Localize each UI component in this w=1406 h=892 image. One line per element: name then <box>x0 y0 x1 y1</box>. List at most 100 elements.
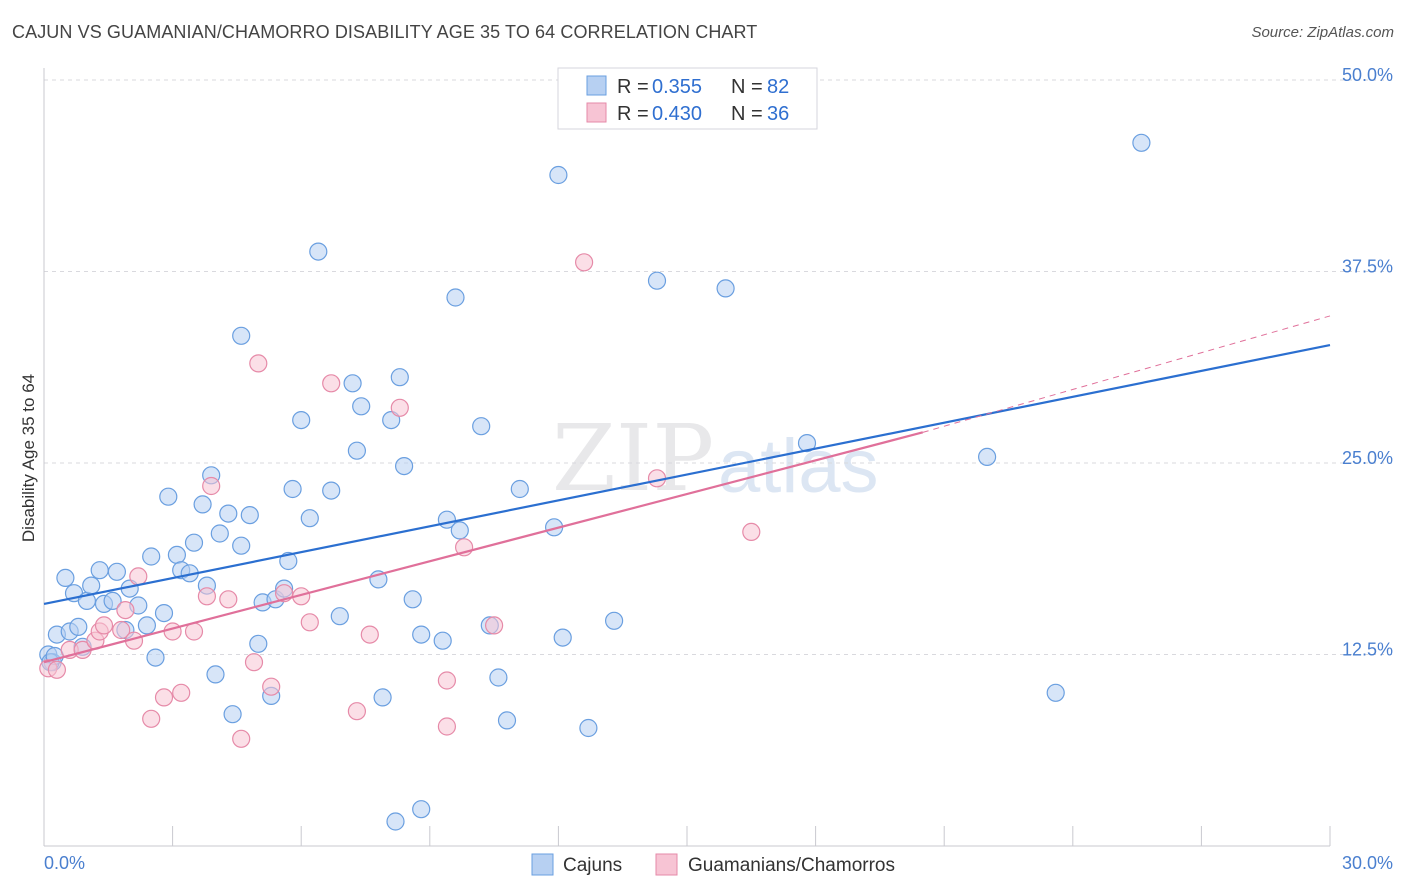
data-point <box>112 620 131 640</box>
data-point <box>240 505 259 525</box>
data-point <box>154 688 174 707</box>
data-point <box>94 616 114 635</box>
data-point <box>797 434 817 453</box>
data-point <box>395 457 414 476</box>
data-point <box>193 495 212 514</box>
y-axis-label: Disability Age 35 to 64 <box>19 374 38 542</box>
data-point <box>283 479 302 499</box>
data-point <box>219 590 238 609</box>
data-point <box>485 616 504 635</box>
series-cajuns <box>39 133 1151 831</box>
data-point <box>262 677 281 696</box>
legend-n-label-guamanians: N = <box>731 103 763 125</box>
data-point <box>249 634 268 653</box>
data-point <box>244 653 264 672</box>
data-point <box>163 622 182 641</box>
data-point <box>446 288 465 307</box>
data-point <box>977 447 997 466</box>
bottom-legend: Cajuns Guamanians/Chamorros <box>531 853 895 876</box>
legend-n-value-guamanians: 36 <box>767 103 789 125</box>
data-point <box>579 718 598 738</box>
data-point <box>412 625 431 644</box>
data-point <box>489 668 508 687</box>
data-point <box>373 688 392 707</box>
data-point <box>382 411 401 430</box>
data-point <box>322 374 341 393</box>
source-note: Source: ZipAtlas.com <box>1251 24 1394 41</box>
watermark-atlas: atlas <box>718 424 879 509</box>
data-point <box>300 613 319 632</box>
data-point <box>343 374 362 393</box>
data-point <box>47 660 67 679</box>
y-tick-label: 12.5% <box>1342 640 1393 660</box>
data-point <box>433 631 452 650</box>
data-point <box>360 625 379 644</box>
y-tick-label: 50.0% <box>1342 65 1393 85</box>
data-point <box>279 551 298 571</box>
data-point <box>553 628 572 647</box>
top-legend: R = 0.355 N = 82 R = 0.430 N = 36 <box>557 67 818 130</box>
data-point <box>167 545 186 565</box>
data-point <box>300 509 319 528</box>
bottom-legend-swatch-guamanians <box>655 853 678 876</box>
data-point <box>322 481 341 500</box>
data-point <box>472 417 491 436</box>
data-point <box>403 590 422 609</box>
legend-swatch-guamanians <box>586 102 607 123</box>
data-point <box>129 567 148 586</box>
trend-lines <box>43 315 1331 664</box>
data-point <box>142 709 161 728</box>
legend-r-label-cajuns: R = <box>617 76 649 98</box>
data-point <box>137 616 156 635</box>
data-point <box>197 587 216 606</box>
data-point <box>82 576 101 595</box>
data-point <box>232 729 251 748</box>
data-point <box>232 326 251 345</box>
data-point <box>219 504 238 523</box>
data-point <box>172 683 191 702</box>
data-point <box>107 562 127 581</box>
data-point <box>742 522 761 542</box>
legend-n-label-cajuns: N = <box>731 76 763 98</box>
trend-line-guamanians-extension <box>922 315 1331 433</box>
data-point <box>142 547 161 566</box>
data-point <box>1132 133 1151 152</box>
legend-r-label-guamanians: R = <box>617 103 649 125</box>
data-point <box>390 398 409 417</box>
data-point <box>716 279 735 298</box>
data-point <box>309 242 328 261</box>
data-point <box>154 603 174 623</box>
legend-n-value-cajuns: 82 <box>767 76 789 98</box>
data-point <box>390 368 409 387</box>
data-point <box>116 600 135 620</box>
data-point <box>146 648 165 667</box>
data-point <box>352 397 371 416</box>
data-point <box>56 568 75 588</box>
data-point <box>347 702 366 721</box>
data-point <box>437 671 456 690</box>
data-point <box>497 711 517 730</box>
data-point <box>549 165 568 185</box>
x-tick-label-max: 30.0% <box>1342 853 1393 873</box>
bottom-legend-swatch-cajuns <box>531 853 554 876</box>
data-point <box>210 524 229 543</box>
data-point <box>330 607 349 626</box>
data-point <box>647 271 667 290</box>
data-point <box>232 536 251 555</box>
trend-line-guamanians <box>43 431 924 664</box>
data-point <box>386 812 405 831</box>
legend-swatch-cajuns <box>586 75 607 96</box>
data-point <box>184 533 204 552</box>
data-point <box>202 476 221 496</box>
data-point <box>450 521 469 540</box>
data-point <box>206 665 225 684</box>
data-point <box>223 705 242 724</box>
legend-r-value-guamanians: 0.430 <box>652 103 702 125</box>
grid-lines <box>44 79 1393 655</box>
data-point <box>437 717 456 736</box>
data-point <box>1046 683 1065 702</box>
data-point <box>90 561 109 580</box>
data-point <box>347 441 366 460</box>
